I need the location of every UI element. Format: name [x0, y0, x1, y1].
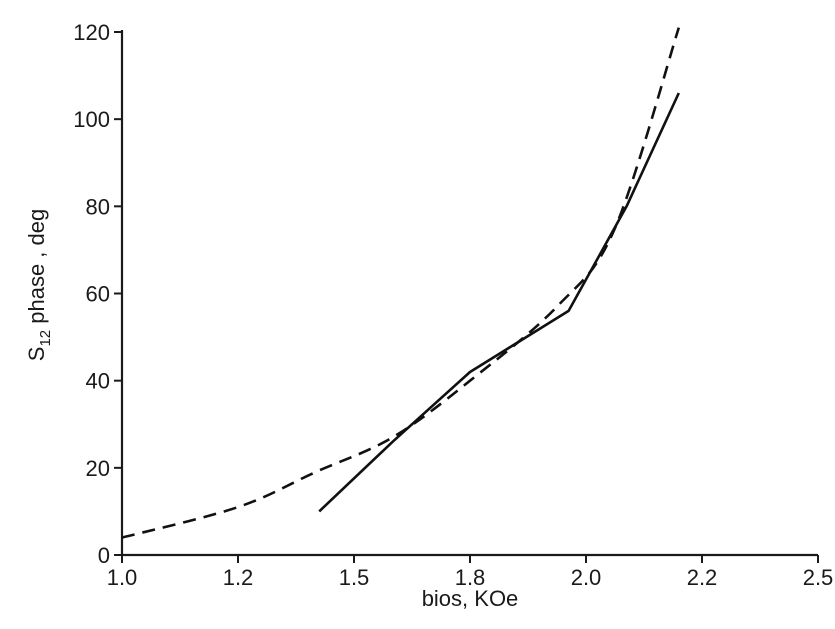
y-tick-label: 120: [73, 20, 110, 45]
x-tick-label: 1.0: [107, 565, 138, 590]
y-tick-label: 0: [98, 543, 110, 568]
x-tick-label: 2.5: [803, 565, 834, 590]
y-tick-label: 100: [73, 107, 110, 132]
x-tick-label: 1.8: [455, 565, 486, 590]
y-tick-label: 40: [86, 369, 110, 394]
y-tick-label: 60: [86, 282, 110, 307]
tick-marks: [114, 31, 819, 563]
y-axis-label-rest: phase , deg: [24, 209, 49, 330]
dashed-series-line: [121, 27, 681, 539]
series-layer: [121, 27, 681, 539]
x-tick-label: 1.2: [223, 565, 254, 590]
y-axis-label-main: S: [24, 347, 49, 362]
x-tick-label: 2.0: [571, 565, 602, 590]
x-axis-label: bios, KOe: [422, 586, 519, 611]
tick-labels: 1.0 1.2 1.5 1.8 2.0 2.2 2.5 0 20 40 60 80 100 120: [73, 20, 833, 590]
solid-series-line: [318, 92, 680, 513]
y-axis-label: S12 phase , deg: [24, 209, 54, 361]
y-tick-label: 20: [86, 456, 110, 481]
y-axis-label-subscript: 12: [37, 330, 54, 347]
y-tick-label: 80: [86, 194, 110, 219]
axes: [120, 30, 818, 557]
x-tick-label: 2.2: [687, 565, 718, 590]
x-tick-label: 1.5: [339, 565, 370, 590]
